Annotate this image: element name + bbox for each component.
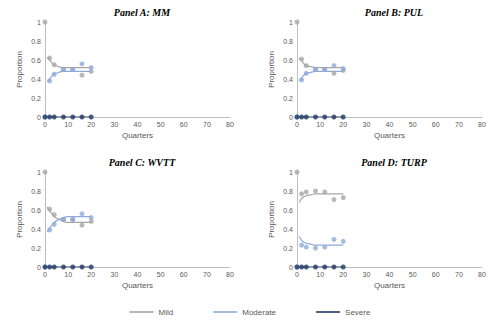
svg-text:50: 50 <box>409 121 417 128</box>
svg-text:50: 50 <box>157 271 165 278</box>
svg-text:0: 0 <box>289 264 293 271</box>
svg-text:50: 50 <box>157 121 165 128</box>
svg-text:0: 0 <box>37 114 41 121</box>
svg-text:40: 40 <box>386 271 394 278</box>
svg-text:Mild: Mild <box>159 308 174 317</box>
svg-text:30: 30 <box>362 121 370 128</box>
svg-text:20: 20 <box>339 271 347 278</box>
svg-text:Quarters: Quarters <box>122 131 153 140</box>
svg-text:1: 1 <box>37 169 41 176</box>
svg-text:80: 80 <box>226 121 234 128</box>
svg-text:0: 0 <box>289 114 293 121</box>
svg-text:1: 1 <box>289 19 293 26</box>
svg-text:0.4: 0.4 <box>31 226 41 233</box>
svg-text:0: 0 <box>43 121 47 128</box>
svg-text:Proportion: Proportion <box>267 201 276 238</box>
svg-text:10: 10 <box>64 271 72 278</box>
svg-text:Proportion: Proportion <box>15 51 24 88</box>
svg-text:Panel A: MM: Panel A: MM <box>114 7 171 18</box>
svg-text:70: 70 <box>455 121 463 128</box>
svg-text:Moderate: Moderate <box>242 308 276 317</box>
svg-text:0: 0 <box>295 271 299 278</box>
svg-text:1: 1 <box>37 19 41 26</box>
svg-text:1: 1 <box>289 169 293 176</box>
svg-text:0.4: 0.4 <box>283 226 293 233</box>
svg-text:0.2: 0.2 <box>31 95 41 102</box>
svg-text:60: 60 <box>432 271 440 278</box>
svg-text:0.8: 0.8 <box>31 188 41 195</box>
svg-text:0: 0 <box>295 121 299 128</box>
svg-text:20: 20 <box>87 271 95 278</box>
svg-text:0.2: 0.2 <box>283 95 293 102</box>
svg-text:Proportion: Proportion <box>15 201 24 238</box>
svg-text:60: 60 <box>180 121 188 128</box>
svg-text:70: 70 <box>203 271 211 278</box>
svg-text:0.2: 0.2 <box>31 245 41 252</box>
svg-text:0.6: 0.6 <box>283 57 293 64</box>
svg-text:80: 80 <box>226 271 234 278</box>
svg-text:0.8: 0.8 <box>283 188 293 195</box>
svg-text:0.4: 0.4 <box>31 76 41 83</box>
svg-text:40: 40 <box>134 121 142 128</box>
svg-text:0.8: 0.8 <box>283 38 293 45</box>
svg-text:0: 0 <box>43 271 47 278</box>
svg-text:50: 50 <box>409 271 417 278</box>
svg-text:0.6: 0.6 <box>31 57 41 64</box>
svg-text:Panel D: TURP: Panel D: TURP <box>361 157 427 168</box>
svg-text:Quarters: Quarters <box>374 281 405 290</box>
svg-text:0.6: 0.6 <box>31 207 41 214</box>
svg-text:0.6: 0.6 <box>283 207 293 214</box>
svg-text:70: 70 <box>455 271 463 278</box>
svg-text:20: 20 <box>339 121 347 128</box>
svg-text:Panel B: PUL: Panel B: PUL <box>365 7 423 18</box>
svg-text:30: 30 <box>362 271 370 278</box>
svg-text:40: 40 <box>134 271 142 278</box>
svg-text:80: 80 <box>478 271 486 278</box>
svg-text:30: 30 <box>110 121 118 128</box>
svg-text:60: 60 <box>432 121 440 128</box>
svg-text:10: 10 <box>64 121 72 128</box>
svg-text:20: 20 <box>87 121 95 128</box>
svg-text:0.8: 0.8 <box>31 38 41 45</box>
svg-text:30: 30 <box>110 271 118 278</box>
svg-text:Quarters: Quarters <box>122 281 153 290</box>
svg-text:70: 70 <box>203 121 211 128</box>
svg-text:Panel C: WVTT: Panel C: WVTT <box>109 157 176 168</box>
svg-text:10: 10 <box>316 121 324 128</box>
svg-text:80: 80 <box>478 121 486 128</box>
svg-text:Severe: Severe <box>345 308 371 317</box>
svg-text:10: 10 <box>316 271 324 278</box>
svg-text:0: 0 <box>37 264 41 271</box>
svg-text:0.2: 0.2 <box>283 245 293 252</box>
svg-text:Quarters: Quarters <box>374 131 405 140</box>
svg-text:60: 60 <box>180 271 188 278</box>
svg-text:Proportion: Proportion <box>267 51 276 88</box>
svg-text:0.4: 0.4 <box>283 76 293 83</box>
svg-text:40: 40 <box>386 121 394 128</box>
